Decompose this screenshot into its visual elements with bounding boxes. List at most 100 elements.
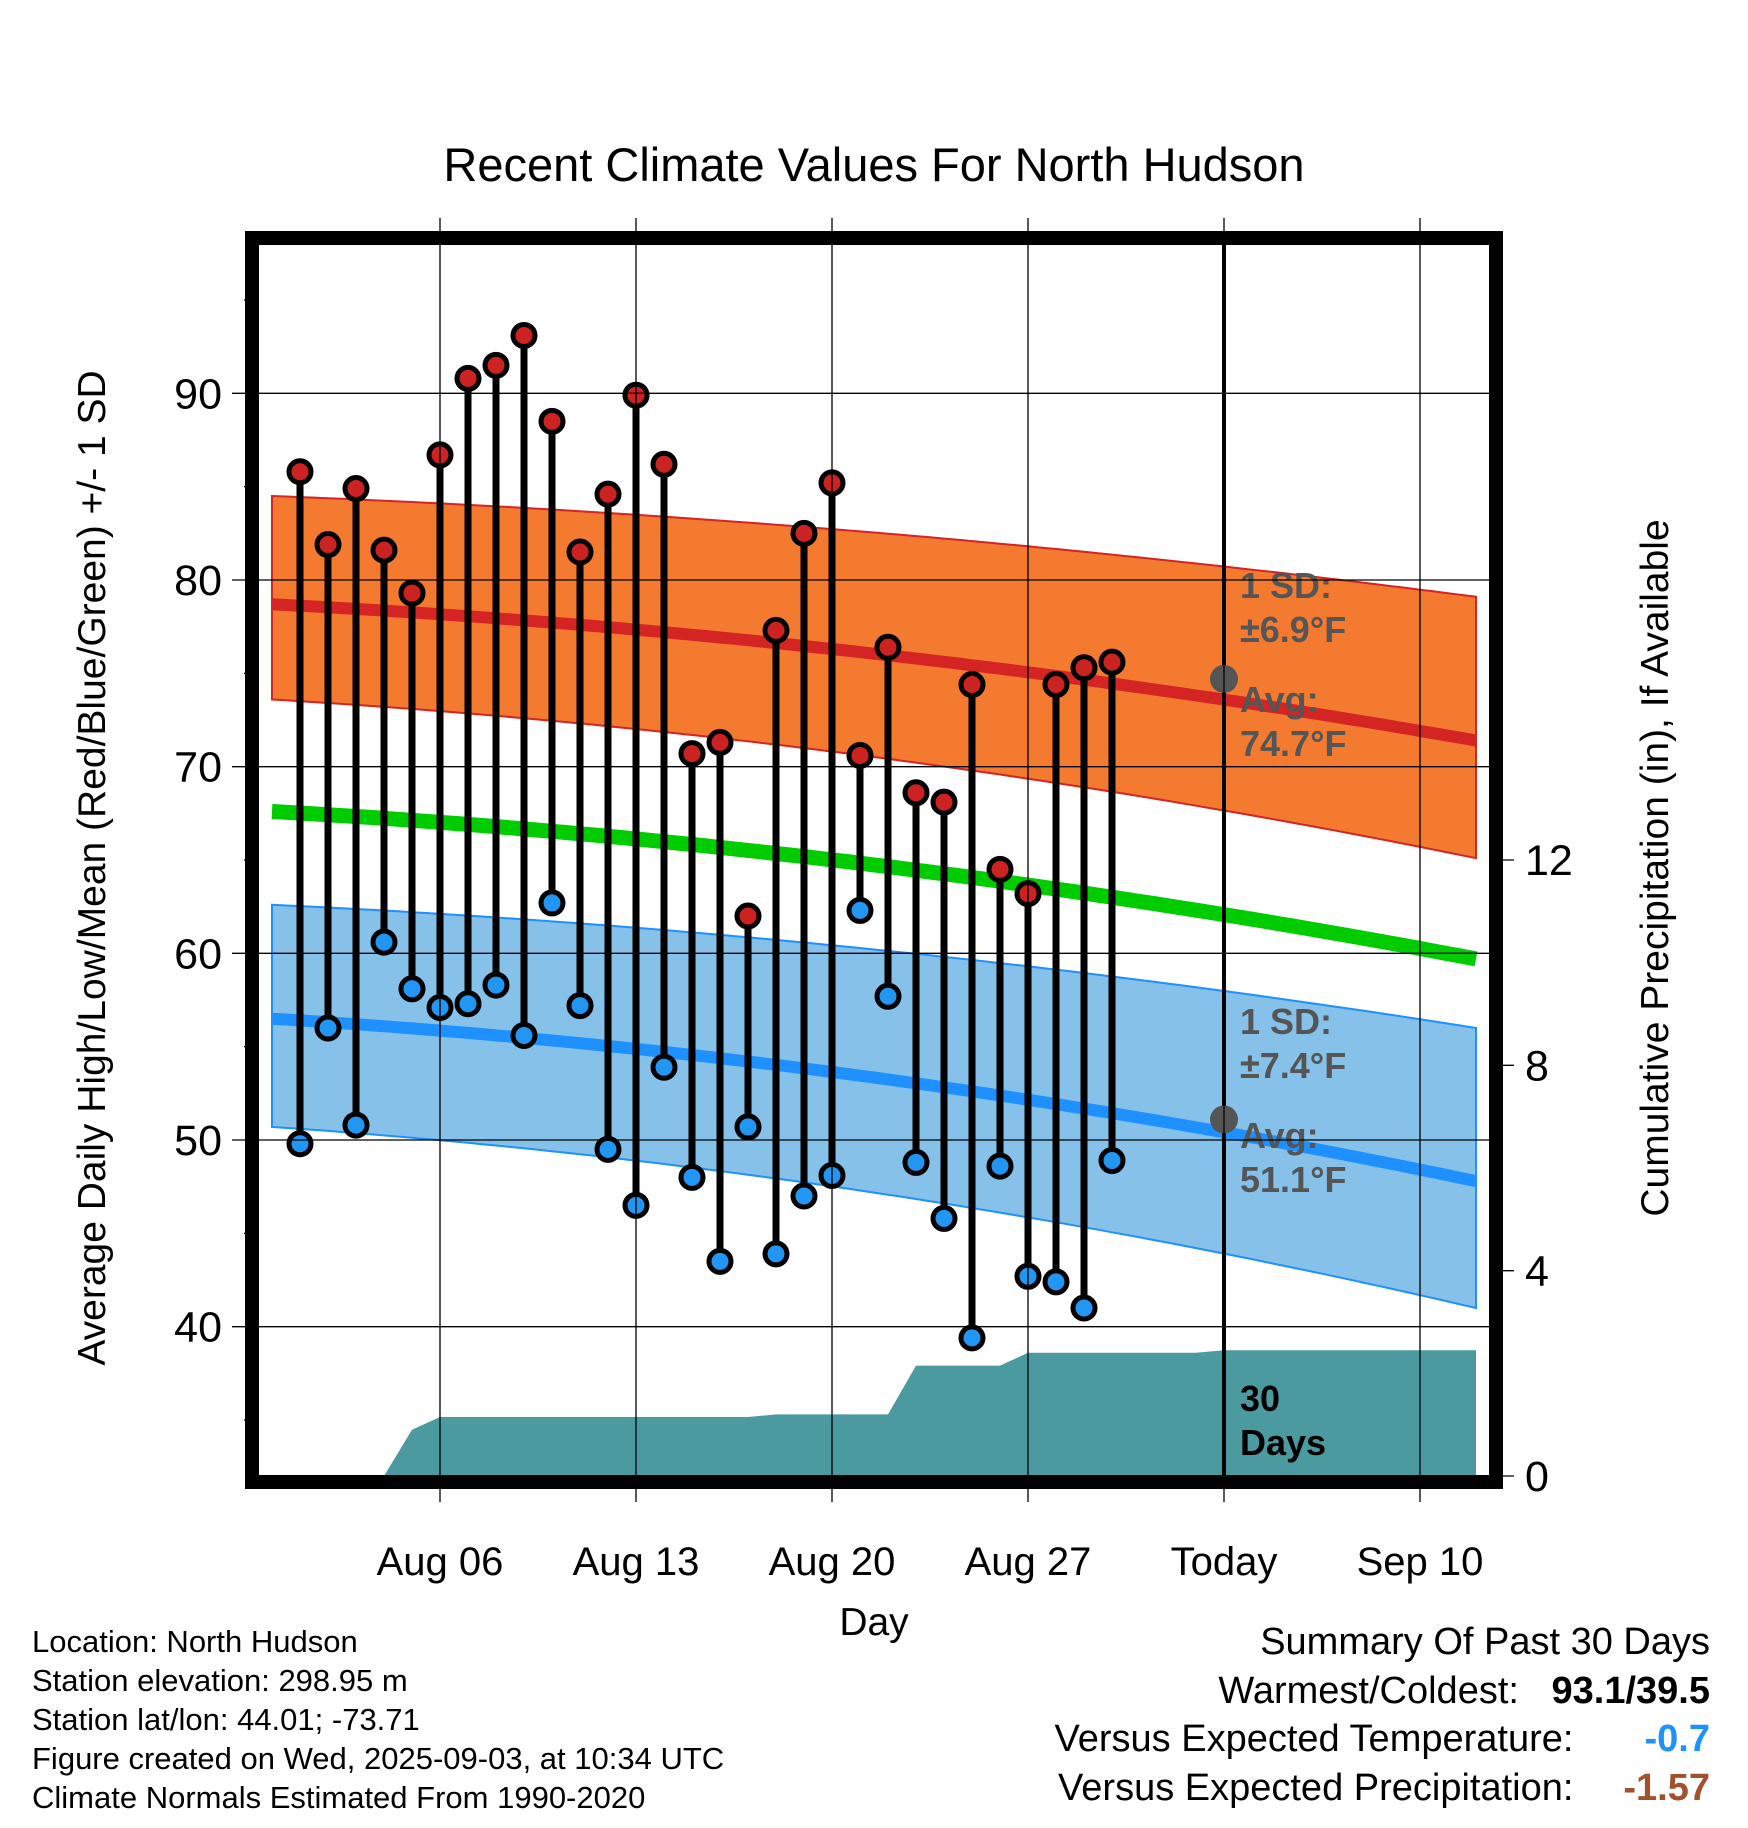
precip-label: Versus Expected Precipitation: <box>1058 1766 1574 1809</box>
daily-high-point <box>1042 671 1070 699</box>
daily-low-point <box>1070 1294 1098 1322</box>
daily-low-point <box>986 1152 1014 1180</box>
y-right-tick-label: 0 <box>1525 1453 1549 1501</box>
daily-high-point <box>874 633 902 661</box>
high-sd-annotation: 1 SD: <box>1240 565 1332 606</box>
daily-high-point <box>734 902 762 930</box>
high-avg-annotation: Avg: <box>1240 679 1319 720</box>
y-axis-label-right: Cumulative Precipitation (in), If Availa… <box>1634 519 1677 1216</box>
y-tick-label: 60 <box>174 930 222 978</box>
daily-high-point <box>678 740 706 768</box>
daily-low-point <box>790 1182 818 1210</box>
daily-low-point <box>510 1021 538 1049</box>
daily-high-point <box>790 519 818 547</box>
warm-cold-value: 93.1/39.5 <box>1551 1669 1710 1712</box>
y-tick-label: 70 <box>174 744 222 792</box>
daily-low-point <box>902 1148 930 1176</box>
figure-created: Figure created on Wed, 2025-09-03, at 10… <box>32 1741 725 1776</box>
y-tick-label: 40 <box>174 1304 222 1352</box>
precip-value: -1.57 <box>1623 1766 1710 1809</box>
precip-period-annotation: Days <box>1240 1422 1326 1463</box>
station-location: Location: North Hudson <box>32 1624 358 1659</box>
daily-low-point <box>1098 1147 1126 1175</box>
summary-precip: Versus Expected Precipitation: -1.57 <box>1055 1764 1710 1813</box>
x-axis-label: Day <box>839 1601 909 1644</box>
temp-label: Versus Expected Temperature: <box>1054 1718 1574 1760</box>
daily-low-point <box>454 990 482 1018</box>
daily-low-point <box>650 1053 678 1081</box>
daily-low-point <box>930 1204 958 1232</box>
x-tick-label: Today <box>1171 1540 1278 1584</box>
y-tick-label: 80 <box>174 557 222 605</box>
daily-low-point <box>958 1324 986 1352</box>
daily-low-point <box>734 1113 762 1141</box>
daily-high-point <box>762 616 790 644</box>
y-right-tick-label: 8 <box>1525 1042 1549 1090</box>
daily-low-point <box>370 928 398 956</box>
daily-high-point <box>566 538 594 566</box>
daily-high-point <box>650 450 678 478</box>
y-tick-label: 50 <box>174 1117 222 1165</box>
daily-low-point <box>538 889 566 917</box>
daily-high-point <box>902 779 930 807</box>
daily-high-point <box>454 364 482 392</box>
daily-low-point <box>846 896 874 924</box>
low-sd-annotation: ±7.4°F <box>1240 1045 1346 1086</box>
y-right-tick-label: 4 <box>1525 1248 1549 1296</box>
daily-low-point <box>398 975 426 1003</box>
warm-cold-label: Warmest/Coldest: <box>1218 1669 1519 1712</box>
daily-high-point <box>986 855 1014 883</box>
high-sd-annotation: ±6.9°F <box>1240 609 1346 650</box>
high-avg-annotation: 74.7°F <box>1240 723 1346 764</box>
x-tick-label: Aug 27 <box>965 1540 1092 1584</box>
high-sd-band <box>271 494 1477 860</box>
daily-high-point <box>314 531 342 559</box>
normal-high-line <box>271 598 1478 747</box>
low-avg-annotation: Avg: <box>1240 1115 1319 1156</box>
summary-title: Summary Of Past 30 Days <box>1260 1621 1710 1663</box>
daily-low-point <box>482 971 510 999</box>
daily-high-point <box>1098 648 1126 676</box>
x-tick-label: Aug 13 <box>573 1540 700 1584</box>
normal-low-line <box>271 1012 1478 1187</box>
precipitation-area <box>272 1350 1476 1476</box>
daily-high-point <box>342 475 370 503</box>
x-tick-label: Sep 10 <box>1357 1540 1484 1584</box>
daily-low-point <box>286 1130 314 1158</box>
summary-panel: Summary Of Past 30 Days Warmest/Coldest:… <box>1055 1618 1710 1812</box>
summary-temp: Versus Expected Temperature: -0.7 <box>1055 1715 1710 1764</box>
daily-high-point <box>286 458 314 486</box>
low-sd-band <box>271 903 1477 1310</box>
low-sd-annotation: 1 SD: <box>1240 1001 1332 1042</box>
daily-high-point <box>370 536 398 564</box>
daily-low-point <box>566 992 594 1020</box>
chart-title: Recent Climate Values For North Hudson <box>443 138 1304 191</box>
daily-low-point <box>874 982 902 1010</box>
low-avg-annotation: 51.1°F <box>1240 1159 1346 1200</box>
daily-low-point <box>762 1240 790 1268</box>
summary-warm-cold: Warmest/Coldest: 93.1/39.5 <box>1055 1667 1710 1716</box>
daily-low-point <box>706 1247 734 1275</box>
daily-high-point <box>482 351 510 379</box>
y-axis-label: Average Daily High/Low/Mean (Red/Blue/Gr… <box>71 370 114 1365</box>
temp-value: -0.7 <box>1644 1718 1710 1760</box>
y-tick-label: 90 <box>174 370 222 418</box>
daily-high-point <box>958 671 986 699</box>
daily-low-point <box>342 1111 370 1139</box>
normal-mean-line <box>271 804 1478 967</box>
station-elevation: Station elevation: 298.95 m <box>32 1663 408 1698</box>
station-info: Location: North Hudson Station elevation… <box>32 1622 724 1817</box>
precip-period-annotation: 30 <box>1240 1378 1280 1419</box>
station-latlon: Station lat/lon: 44.01; -73.71 <box>32 1702 420 1737</box>
daily-high-point <box>510 321 538 349</box>
daily-high-point <box>846 741 874 769</box>
daily-high-point <box>594 480 622 508</box>
x-tick-label: Aug 06 <box>377 1540 504 1584</box>
daily-low-point <box>678 1163 706 1191</box>
daily-high-point <box>1070 654 1098 682</box>
x-tick-label: Aug 20 <box>769 1540 896 1584</box>
daily-high-point <box>706 728 734 756</box>
